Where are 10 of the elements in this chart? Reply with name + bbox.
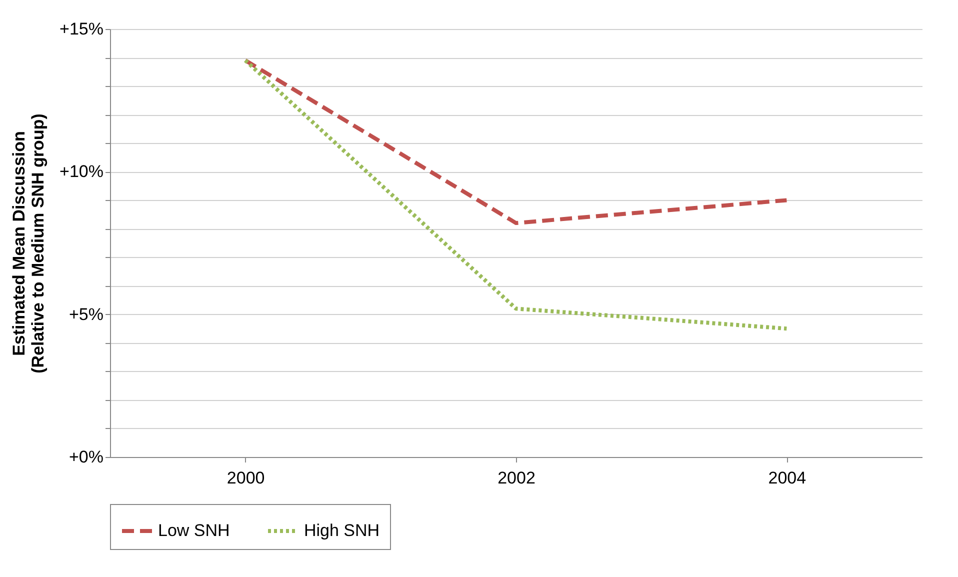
y-tick-label: +5% <box>69 304 104 324</box>
x-tick-label: 2002 <box>498 468 536 488</box>
y-tick-label: +10% <box>60 162 104 182</box>
legend-label: High SNH <box>304 521 380 540</box>
legend-label: Low SNH <box>158 521 230 540</box>
y-tick-label: +0% <box>69 448 104 466</box>
x-tick-label: 2004 <box>768 468 806 488</box>
y-tick-label: +15% <box>60 20 104 38</box>
y-axis-title: Estimated Mean Discussion (Relative to Medium SNH group) <box>10 114 48 374</box>
x-tick-label: 2000 <box>226 468 265 488</box>
